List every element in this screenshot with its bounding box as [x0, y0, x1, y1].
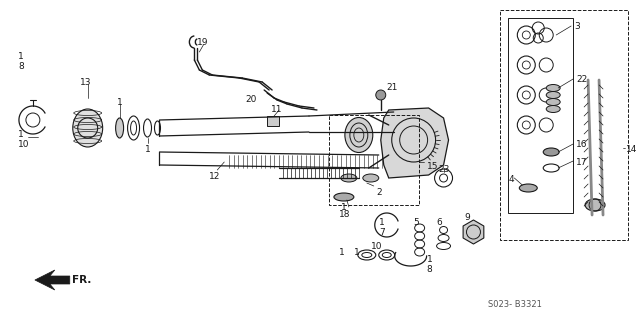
Text: 19: 19: [197, 38, 209, 47]
Text: 11: 11: [271, 105, 283, 114]
Text: 4: 4: [508, 175, 514, 184]
Text: 23: 23: [438, 165, 450, 174]
Ellipse shape: [341, 174, 357, 182]
Ellipse shape: [546, 85, 560, 92]
Text: 6: 6: [436, 218, 442, 227]
Polygon shape: [381, 108, 449, 178]
Text: 14: 14: [626, 145, 637, 154]
Ellipse shape: [585, 199, 605, 211]
Ellipse shape: [345, 117, 372, 152]
Text: 20: 20: [245, 95, 257, 104]
Ellipse shape: [543, 148, 559, 156]
Ellipse shape: [546, 92, 560, 99]
Text: 7: 7: [379, 228, 385, 237]
Ellipse shape: [363, 174, 379, 182]
Text: 9: 9: [465, 213, 470, 222]
Text: 3: 3: [574, 22, 580, 31]
Ellipse shape: [73, 109, 102, 147]
Ellipse shape: [546, 106, 560, 113]
Text: 22: 22: [576, 75, 588, 84]
Ellipse shape: [334, 193, 354, 201]
Text: 12: 12: [209, 172, 221, 181]
Ellipse shape: [546, 99, 560, 106]
Circle shape: [376, 90, 386, 100]
Bar: [329, 115, 419, 205]
Text: 1: 1: [18, 52, 24, 61]
Bar: [267, 116, 279, 126]
Text: 13: 13: [80, 78, 92, 87]
Text: 1: 1: [427, 255, 433, 264]
Text: 8: 8: [427, 265, 433, 274]
Text: FR.: FR.: [72, 275, 91, 285]
Text: 1: 1: [116, 98, 122, 107]
Text: 1: 1: [379, 218, 385, 227]
Text: 15: 15: [427, 162, 438, 171]
Text: 21: 21: [387, 83, 398, 92]
Text: 1: 1: [145, 145, 150, 154]
Text: 1: 1: [354, 248, 360, 257]
Text: 1: 1: [341, 203, 347, 212]
Text: S023- B3321: S023- B3321: [488, 300, 542, 309]
Ellipse shape: [116, 118, 124, 138]
Text: 8: 8: [18, 62, 24, 71]
Polygon shape: [463, 220, 484, 244]
Text: 1: 1: [339, 248, 345, 257]
Ellipse shape: [519, 184, 537, 192]
Bar: [508, 18, 573, 213]
Text: 1: 1: [18, 130, 24, 139]
Text: 17: 17: [576, 158, 588, 167]
Text: 18: 18: [339, 210, 350, 219]
Bar: [500, 10, 628, 240]
Polygon shape: [35, 270, 70, 290]
Text: 5: 5: [413, 218, 419, 227]
Text: 2: 2: [377, 188, 382, 197]
Text: 10: 10: [18, 140, 29, 149]
Text: 16: 16: [576, 140, 588, 149]
Text: 10: 10: [371, 242, 382, 251]
